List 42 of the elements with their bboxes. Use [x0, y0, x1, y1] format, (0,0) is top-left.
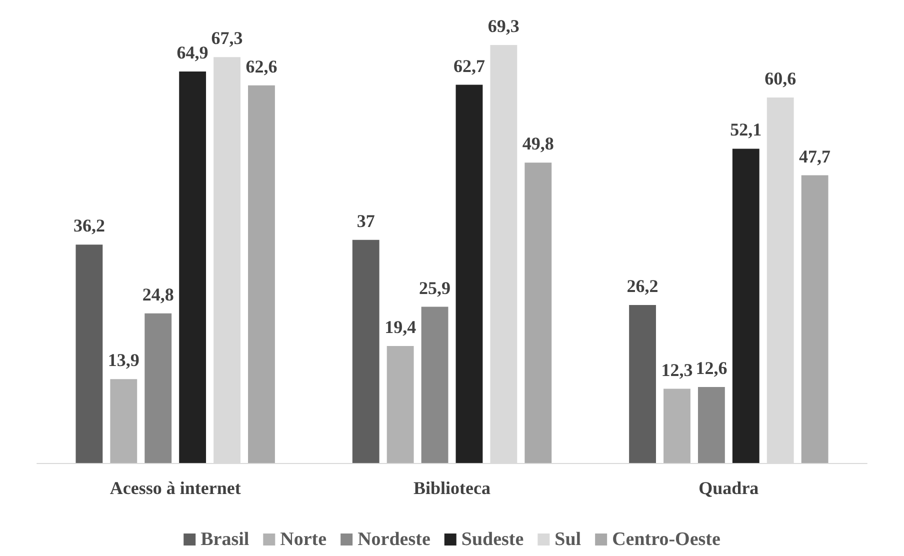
bar [179, 72, 206, 463]
legend-label: Norte [280, 529, 327, 550]
data-label: 19,4 [384, 316, 416, 337]
bar [524, 162, 552, 463]
data-label: 24,8 [142, 284, 174, 304]
data-label: 67,3 [211, 28, 243, 48]
bar [386, 346, 414, 463]
data-label: 69,3 [488, 16, 520, 36]
bar [421, 306, 448, 463]
legend-label: Centro-Oeste [612, 529, 720, 550]
data-label: 12,6 [696, 358, 728, 378]
data-label: 60,6 [764, 68, 796, 88]
data-label: 25,9 [419, 278, 451, 298]
bar [698, 387, 725, 463]
bar [629, 304, 656, 463]
data-label: 52,1 [730, 120, 762, 140]
data-label: 64,9 [176, 42, 208, 63]
bar [144, 313, 172, 463]
data-label: 13,9 [108, 350, 140, 370]
data-label: 47,7 [799, 146, 831, 166]
legend-label: Sul [554, 529, 582, 550]
bar [456, 84, 483, 463]
x-tick-label: Biblioteca [414, 478, 490, 498]
data-label: 62,7 [453, 56, 485, 76]
bar [76, 244, 103, 463]
data-label: 37 [356, 210, 375, 231]
data-label: 49,8 [522, 134, 554, 154]
legend-label: Sudeste [461, 529, 524, 550]
data-label: 12,3 [661, 360, 693, 380]
bar [352, 240, 380, 463]
bar [110, 379, 138, 463]
x-tick-label: Acesso à internet [110, 478, 241, 498]
bar [732, 148, 760, 463]
data-label: 26,2 [626, 276, 658, 296]
x-tick-label: Quadra [698, 478, 759, 498]
data-label: 36,2 [73, 216, 105, 236]
legend-label: Brasil [200, 529, 250, 550]
data-label: 62,6 [246, 56, 278, 76]
legend-label: Nordeste [358, 529, 430, 550]
bar [248, 85, 275, 463]
bar [664, 388, 690, 463]
bar [801, 175, 828, 463]
